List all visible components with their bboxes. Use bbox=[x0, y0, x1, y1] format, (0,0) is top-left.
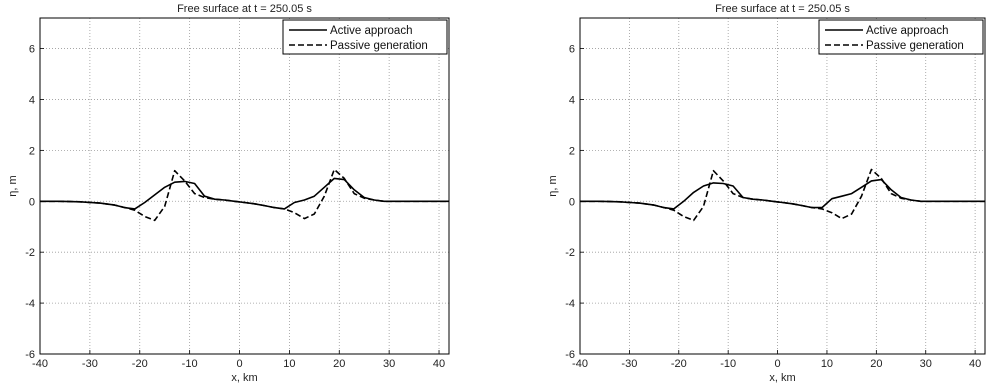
axes-frame bbox=[579, 17, 986, 355]
legend-box bbox=[282, 19, 448, 55]
y-tick-label: 0 bbox=[29, 196, 35, 208]
x-tick-label: 40 bbox=[969, 358, 981, 370]
x-tick-label: -30 bbox=[82, 358, 98, 370]
y-tick-label: 4 bbox=[569, 94, 575, 106]
y-tick-label: 4 bbox=[29, 94, 35, 106]
legend: Active approach Passive generation bbox=[282, 19, 448, 55]
x-tick-label: -10 bbox=[720, 358, 736, 370]
legend: Active approach Passive generation bbox=[818, 19, 984, 55]
y-tick-label: 0 bbox=[569, 196, 575, 208]
x-tick-label: -40 bbox=[572, 358, 588, 370]
y-tick-label: -6 bbox=[25, 349, 35, 361]
x-axis-label: x, km bbox=[231, 372, 257, 384]
series-line-passive-generation bbox=[40, 168, 449, 222]
plot-area bbox=[40, 18, 449, 354]
legend-label: Active approach bbox=[330, 25, 412, 37]
x-tick-label: -10 bbox=[182, 358, 198, 370]
x-tick-label: -20 bbox=[132, 358, 148, 370]
legend-box bbox=[818, 19, 984, 55]
y-tick-label: -2 bbox=[565, 247, 575, 259]
y-axis-label: η, m bbox=[7, 175, 19, 196]
chart-title: Free surface at t = 250.05 s bbox=[177, 3, 312, 15]
x-tick-label: 20 bbox=[870, 358, 882, 370]
x-tick-label: -30 bbox=[621, 358, 637, 370]
x-tick-label: 10 bbox=[821, 358, 833, 370]
x-tick-label: 0 bbox=[236, 358, 242, 370]
series-line-active-approach bbox=[580, 178, 985, 210]
x-tick-label: -40 bbox=[32, 358, 48, 370]
x-tick-label: 10 bbox=[283, 358, 295, 370]
x-tick-label: -20 bbox=[671, 358, 687, 370]
axes-frame bbox=[39, 17, 450, 355]
x-tick-label: 30 bbox=[383, 358, 395, 370]
y-tick-label: -4 bbox=[25, 298, 35, 310]
legend-label: Passive generation bbox=[330, 40, 428, 52]
x-tick-label: 40 bbox=[433, 358, 445, 370]
y-tick-label: -6 bbox=[565, 349, 575, 361]
y-tick-label: 6 bbox=[29, 44, 35, 56]
x-tick-label: 0 bbox=[774, 358, 780, 370]
y-tick-label: -4 bbox=[565, 298, 575, 310]
legend-label: Active approach bbox=[866, 25, 948, 37]
y-tick-label: 2 bbox=[29, 145, 35, 157]
y-axis-label: η, m bbox=[547, 175, 559, 196]
x-tick-label: 20 bbox=[333, 358, 345, 370]
y-tick-label: -2 bbox=[25, 247, 35, 259]
y-tick-label: 6 bbox=[569, 44, 575, 56]
y-tick-label: 2 bbox=[569, 145, 575, 157]
x-tick-label: 30 bbox=[920, 358, 932, 370]
series-line-passive-generation bbox=[580, 168, 985, 222]
chart-title: Free surface at t = 250.05 s bbox=[715, 3, 850, 15]
legend-label: Passive generation bbox=[866, 40, 964, 52]
plot-area bbox=[580, 18, 985, 354]
x-axis-label: x, km bbox=[769, 372, 795, 384]
